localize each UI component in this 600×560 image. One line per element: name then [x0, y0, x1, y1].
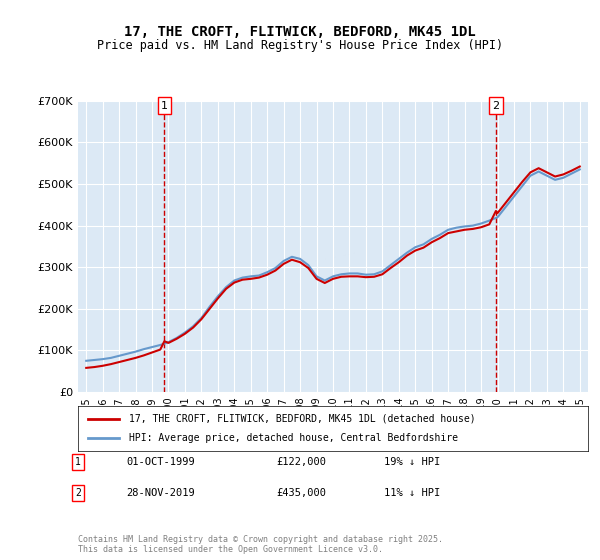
- Text: 28-NOV-2019: 28-NOV-2019: [126, 488, 195, 498]
- Text: HPI: Average price, detached house, Central Bedfordshire: HPI: Average price, detached house, Cent…: [129, 433, 458, 444]
- Text: 01-OCT-1999: 01-OCT-1999: [126, 457, 195, 467]
- Text: Price paid vs. HM Land Registry's House Price Index (HPI): Price paid vs. HM Land Registry's House …: [97, 39, 503, 52]
- Text: 17, THE CROFT, FLITWICK, BEDFORD, MK45 1DL: 17, THE CROFT, FLITWICK, BEDFORD, MK45 1…: [124, 25, 476, 39]
- Text: 1: 1: [75, 457, 81, 467]
- Text: Contains HM Land Registry data © Crown copyright and database right 2025.
This d: Contains HM Land Registry data © Crown c…: [78, 535, 443, 554]
- Text: 2: 2: [75, 488, 81, 498]
- Text: £435,000: £435,000: [276, 488, 326, 498]
- Text: 2: 2: [493, 101, 499, 111]
- Text: £122,000: £122,000: [276, 457, 326, 467]
- Text: 19% ↓ HPI: 19% ↓ HPI: [384, 457, 440, 467]
- Text: 11% ↓ HPI: 11% ↓ HPI: [384, 488, 440, 498]
- Text: 1: 1: [161, 101, 168, 111]
- Text: 17, THE CROFT, FLITWICK, BEDFORD, MK45 1DL (detached house): 17, THE CROFT, FLITWICK, BEDFORD, MK45 1…: [129, 413, 476, 423]
